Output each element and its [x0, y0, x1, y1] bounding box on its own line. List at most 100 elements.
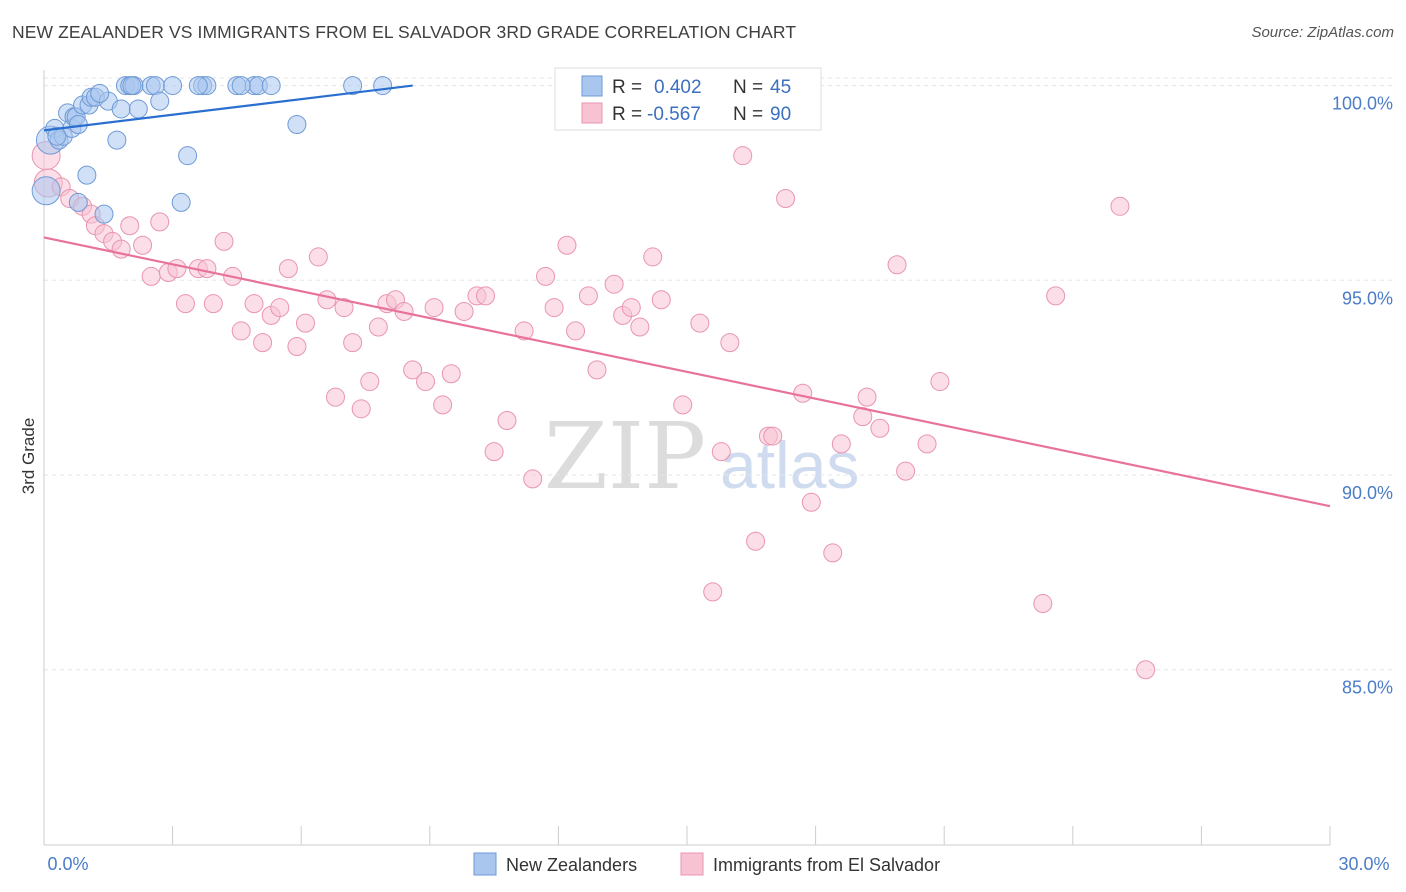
el-salvador-point [197, 259, 217, 279]
el-salvador-point [763, 426, 783, 446]
el-salvador-point [690, 313, 710, 333]
el-salvador-point [308, 247, 328, 267]
el-salvador-point [733, 146, 753, 166]
trend-lines [43, 84, 1331, 508]
el-salvador-point [643, 247, 663, 267]
el-salvador-point [360, 372, 380, 392]
new-zealander-point [287, 115, 307, 135]
el-salvador-point [120, 216, 140, 236]
el-salvador-point [476, 286, 496, 306]
el-salvador-point [1046, 286, 1066, 306]
x-tick-label-min: 0.0% [47, 854, 88, 874]
new-zealander-point [77, 165, 97, 185]
el-salvador-point [1110, 196, 1130, 216]
new-zealander-point [231, 76, 251, 96]
new-zealander-point [171, 192, 191, 212]
legend-n-label-1: N = [733, 77, 763, 98]
legend-r-value-1: 0.402 [654, 77, 702, 98]
new-zealander-point [150, 91, 170, 111]
el-salvador-point [793, 383, 813, 403]
new-zealander-point [68, 192, 88, 212]
el-salvador-point [1033, 594, 1053, 614]
legend-n-value-1: 45 [770, 77, 791, 98]
el-salvador-point [295, 313, 315, 333]
el-salvador-point [454, 301, 474, 321]
x-tick-label-max: 30.0% [1338, 854, 1389, 874]
el-salvador-point [857, 387, 877, 407]
chart-title: NEW ZEALANDER VS IMMIGRANTS FROM EL SALV… [12, 22, 797, 42]
el-salvador-point [801, 492, 821, 512]
el-salvador-point [244, 294, 264, 314]
el-salvador-point [253, 333, 273, 353]
el-salvador-point [325, 387, 345, 407]
el-salvador-point [497, 411, 517, 431]
legend-n-value-2: 90 [770, 104, 791, 125]
el-salvador-point [368, 317, 388, 337]
el-salvador-point [133, 235, 153, 255]
el-salvador-point [150, 212, 170, 232]
new-zealander-point [47, 126, 67, 146]
el-salvador-point [930, 372, 950, 392]
el-salvador-point [214, 231, 234, 251]
el-salvador-point [651, 290, 671, 310]
y-tick-label: 95.0% [1342, 288, 1393, 308]
el-salvador-point [823, 543, 843, 563]
el-salvador-point [566, 321, 586, 341]
el-salvador-point [604, 274, 624, 294]
new-zealander-point [94, 204, 114, 224]
series-legend-swatch-pink [680, 852, 704, 876]
new-zealander-point [107, 130, 127, 150]
el-salvador-point [587, 360, 607, 380]
legend-r-label-2: R = [612, 104, 642, 125]
gridlines [44, 77, 1394, 671]
y-tick-label: 85.0% [1342, 678, 1393, 698]
new-zealander-point [122, 76, 142, 96]
series-legend-label-2: Immigrants from El Salvador [713, 855, 940, 875]
el-salvador-point [776, 189, 796, 209]
el-salvador-point [746, 531, 766, 551]
y-axis-label: 3rd Grade [19, 418, 38, 495]
el-salvador-point [870, 418, 890, 438]
new-zealander-point [31, 176, 61, 206]
el-salvador-point [673, 395, 693, 415]
new-zealander-point [111, 99, 131, 119]
el-salvador-point [441, 364, 461, 384]
el-salvador-point [630, 317, 650, 337]
series-legend-swatch-blue [473, 852, 497, 876]
series-legend-label-1: New Zealanders [506, 855, 637, 875]
el-salvador-point [231, 321, 251, 341]
el-salvador-trend-line [43, 236, 1331, 508]
el-salvador-point [720, 333, 740, 353]
el-salvador-point [896, 461, 916, 481]
el-salvador-point [703, 582, 723, 602]
y-tick-label: 100.0% [1332, 94, 1393, 114]
series-legend: New Zealanders Immigrants from El Salvad… [473, 852, 940, 876]
el-salvador-point [287, 337, 307, 357]
el-salvador-point [278, 259, 298, 279]
el-salvador-point [167, 259, 187, 279]
el-salvador-point [514, 321, 534, 341]
el-salvador-point [343, 333, 363, 353]
source-label: Source: ZipAtlas.com [1251, 24, 1394, 41]
el-salvador-point [536, 266, 556, 286]
el-salvador-point [317, 290, 337, 310]
legend-swatch-pink [581, 102, 603, 124]
el-salvador-point [433, 395, 453, 415]
el-salvador-point [403, 360, 423, 380]
new-zealander-trend-line [43, 84, 413, 132]
new-zealander-point [178, 146, 198, 166]
new-zealander-point [373, 76, 393, 96]
stats-legend: R = 0.402 N = 45 R = -0.567 N = 90 [554, 67, 822, 131]
new-zealander-point [188, 76, 208, 96]
el-salvador-point [424, 298, 444, 318]
legend-r-value-2: -0.567 [647, 104, 701, 125]
y-tick-label: 90.0% [1342, 483, 1393, 503]
el-salvador-point [544, 298, 564, 318]
new-zealander-point [261, 76, 281, 96]
new-zealander-point [90, 83, 110, 103]
data-points [31, 76, 1156, 680]
el-salvador-point [334, 298, 354, 318]
el-salvador-point [711, 442, 731, 462]
watermark-zip: ZIP [544, 403, 706, 510]
el-salvador-point [557, 235, 577, 255]
